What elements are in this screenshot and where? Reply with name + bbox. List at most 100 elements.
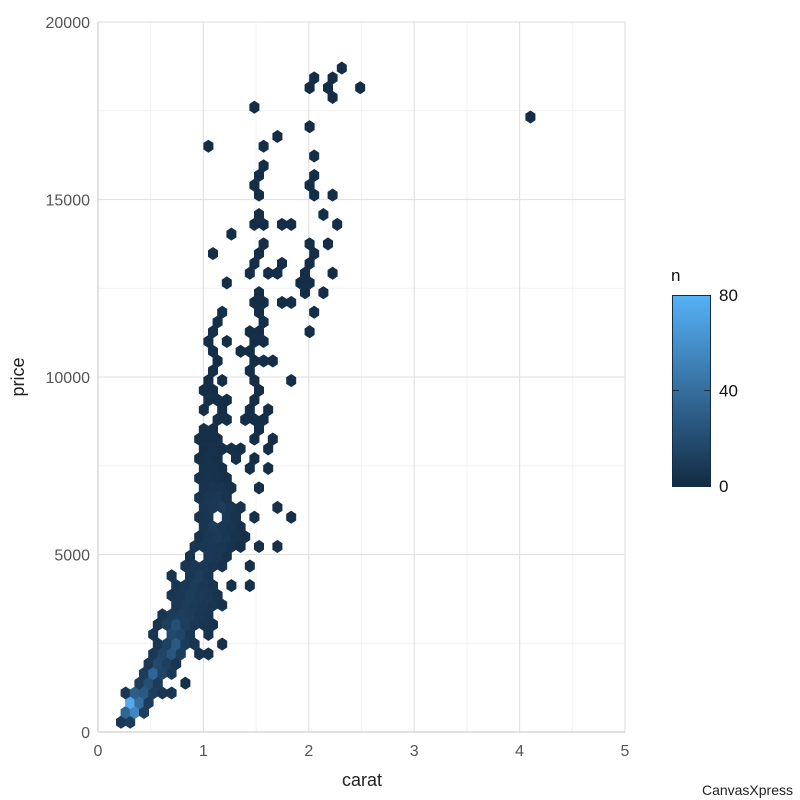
hexbin xyxy=(143,696,154,710)
hexbin xyxy=(286,295,297,309)
hexbin xyxy=(226,579,237,593)
hexbin xyxy=(304,325,315,339)
hexbin xyxy=(244,559,255,573)
hexbin xyxy=(166,569,177,583)
hexbin xyxy=(208,364,218,378)
hexbin xyxy=(525,110,536,124)
hexbin xyxy=(258,217,269,231)
y-tick-label: 20000 xyxy=(46,15,91,32)
hexbin xyxy=(235,520,246,534)
hexbin xyxy=(263,403,274,417)
hexbin xyxy=(249,256,260,270)
hexbin xyxy=(208,325,218,339)
hexbin xyxy=(276,256,288,270)
hexbin xyxy=(267,354,278,368)
hexbin xyxy=(231,510,241,524)
hexbin xyxy=(272,539,283,554)
hexbin xyxy=(249,374,260,388)
credit-label: CanvasXpress xyxy=(702,782,793,798)
hexbin xyxy=(212,315,223,329)
hexbin xyxy=(309,305,320,319)
hexbin xyxy=(203,569,214,583)
legend-tick-label: 40 xyxy=(719,382,738,401)
x-tick-labels: 0 1 2 3 4 5 xyxy=(94,743,630,760)
hexbin xyxy=(221,549,232,563)
hexbin xyxy=(175,647,186,661)
hexbin xyxy=(125,715,136,729)
y-tick-label: 5000 xyxy=(54,548,90,565)
hexbin xyxy=(258,413,269,427)
hexbin xyxy=(217,598,228,612)
hexbin xyxy=(254,325,265,339)
hexbin xyxy=(244,266,255,280)
hexbin xyxy=(212,588,223,602)
hexbin xyxy=(244,364,255,378)
hexbin xyxy=(318,208,329,222)
hexbin xyxy=(217,305,228,319)
hexbin xyxy=(203,334,214,349)
hexbin xyxy=(258,159,269,173)
y-tick-label: 10000 xyxy=(46,370,91,387)
hexbin xyxy=(226,442,237,456)
hexbin xyxy=(286,217,297,231)
hexbin xyxy=(212,354,223,368)
y-tick-label: 0 xyxy=(81,725,90,742)
y-tick-label: 15000 xyxy=(46,193,91,210)
hexbin xyxy=(254,188,265,202)
hexbin xyxy=(272,129,283,144)
hexbin xyxy=(208,344,218,358)
hexbin xyxy=(185,549,195,563)
hexbin xyxy=(327,266,338,280)
hexbin xyxy=(332,217,343,231)
hexbin xyxy=(258,354,269,368)
hexbin xyxy=(322,237,334,251)
color-legend: n 0 40 80 xyxy=(671,266,738,496)
hexbin xyxy=(263,266,274,280)
hexbin xyxy=(327,71,338,85)
hexbin xyxy=(226,227,237,241)
hexbin xyxy=(249,100,260,114)
hexbin xyxy=(217,461,228,475)
hexbin xyxy=(221,276,232,290)
hexbin xyxy=(309,188,320,202)
hexbin xyxy=(217,559,228,573)
hexbin xyxy=(249,432,260,446)
hexbin xyxy=(258,237,269,251)
hexbin xyxy=(203,510,214,524)
hexbin xyxy=(254,383,265,397)
hexbin xyxy=(189,637,200,651)
hexbin xyxy=(157,608,168,622)
hexbin xyxy=(235,442,246,456)
hexbin xyxy=(299,266,311,280)
hexbin xyxy=(244,403,255,417)
hexbin xyxy=(254,247,265,261)
hexbin xyxy=(304,276,315,290)
major-gridlines xyxy=(97,21,626,733)
hexbin xyxy=(258,295,269,309)
hexbin xyxy=(249,393,260,407)
hexbin xyxy=(208,422,218,436)
hexbin xyxy=(327,90,338,104)
hexbin xyxy=(203,139,214,153)
legend-tick-label: 0 xyxy=(719,477,728,496)
hexbin xyxy=(318,286,329,300)
hexbin xyxy=(254,422,265,436)
hexbin xyxy=(249,178,260,192)
hexbin-layer xyxy=(116,61,536,729)
hexbin xyxy=(254,539,265,554)
hexbin xyxy=(198,422,209,436)
hexbin xyxy=(304,237,315,251)
hexbin xyxy=(272,266,283,280)
hexbin xyxy=(221,413,232,427)
hexbin xyxy=(217,637,228,651)
hexbin xyxy=(244,325,255,339)
hexbin xyxy=(171,657,182,671)
hexbin xyxy=(249,452,260,466)
legend-tick-label: 80 xyxy=(719,286,738,305)
hexbin xyxy=(244,579,255,593)
legend-title: n xyxy=(671,266,680,285)
hexbin xyxy=(355,81,366,95)
hexbin xyxy=(304,256,315,270)
hexbin xyxy=(258,315,269,329)
hexbin xyxy=(244,344,255,358)
